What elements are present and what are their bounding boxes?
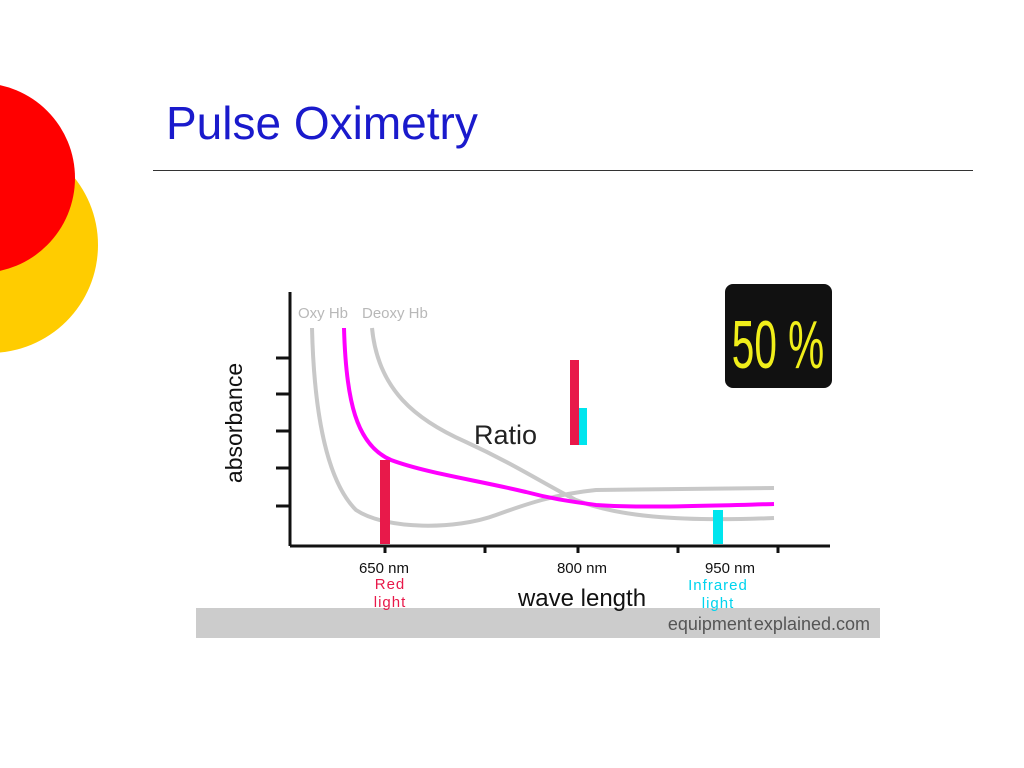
tick-label-650: 650 nm	[359, 560, 409, 577]
slide-title: Pulse Oximetry	[166, 97, 478, 149]
tick-label-950: 950 nm	[705, 560, 755, 577]
ratio-red-bar	[570, 360, 579, 445]
credit-bar	[196, 608, 880, 638]
oxy-hb-curve	[310, 327, 775, 528]
x-axis-label: wave length	[517, 585, 646, 612]
y-axis-label: absorbance	[221, 363, 247, 483]
saturation-value: 50 %	[732, 307, 824, 382]
decorative-circles	[0, 85, 98, 353]
deoxy-hb-label: Deoxy Hb	[362, 305, 428, 322]
saturation-display	[725, 284, 832, 388]
ratio-label: Ratio	[474, 420, 537, 450]
red-circle	[0, 85, 75, 271]
ratio-infrared-bar	[579, 408, 587, 445]
absorbance-figure: equipment explained.com absorbance Oxy Hb…	[196, 280, 880, 640]
infrared-light-bar	[713, 510, 723, 544]
infrared-label-line2: light	[702, 595, 735, 612]
infrared-label-line1: Infrared	[688, 577, 748, 594]
red-light-bar	[380, 460, 390, 544]
deoxy-hb-curve	[370, 327, 775, 522]
tick-label-800: 800 nm	[557, 560, 607, 577]
oxy-hb-label: Oxy Hb	[298, 305, 348, 322]
title-divider	[153, 170, 973, 171]
mixed-absorbance-curve	[342, 327, 775, 509]
red-light-label-line2: light	[374, 594, 407, 611]
red-light-label-line1: Red	[375, 576, 406, 593]
credit-text: equipment explained.com	[668, 614, 870, 634]
